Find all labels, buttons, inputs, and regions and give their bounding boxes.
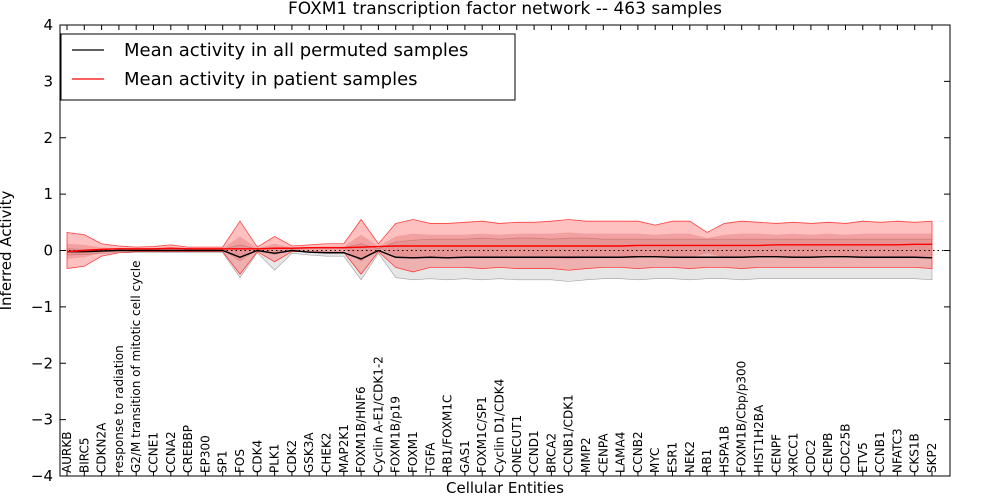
y-tick-label: 4 <box>43 16 53 34</box>
x-category-label: FOXM1B/p19 <box>389 396 403 473</box>
y-axis: −4 −3 −2 −1 0 1 2 3 4 <box>31 16 950 485</box>
x-category-label: BIRC5 <box>77 437 91 473</box>
x-category-label: CCND1 <box>527 430 541 473</box>
x-category-label: MAP2K1 <box>337 424 351 473</box>
x-category-label: SP1 <box>216 451 230 474</box>
x-category-label: GAS1 <box>458 440 472 473</box>
x-category-label: FOS <box>233 449 247 473</box>
y-tick-label: −2 <box>31 354 53 372</box>
x-category-label: ESR1 <box>666 442 680 473</box>
legend: Mean activity in all permuted samples Me… <box>60 33 516 101</box>
x-category-label: Cyclin A-E1/CDK1-2 <box>371 356 385 473</box>
y-tick-label: −1 <box>31 298 53 316</box>
x-category-label: HIST1H2BA <box>752 404 766 473</box>
y-tick-label: 3 <box>43 72 53 90</box>
x-category-label: CENPF <box>769 434 783 473</box>
x-axis-title: Cellular Entities <box>446 479 564 497</box>
x-category-label: CCNA2 <box>164 431 178 473</box>
x-category-label: CHEK2 <box>320 433 334 474</box>
x-category-label: CCNB1 <box>873 431 887 473</box>
legend-label-patient: Mean activity in patient samples <box>124 69 418 90</box>
x-category-label: EP300 <box>198 435 212 473</box>
x-category-label: ETV5 <box>856 442 870 473</box>
x-category-label: PLK1 <box>268 444 282 473</box>
series-lines <box>60 243 950 260</box>
x-category-label: CDC2 <box>804 439 818 473</box>
x-axis: AURKB BIRC5 CDKN2A response to radiation G2/… <box>60 25 939 476</box>
x-category-label: AURKB <box>60 432 74 473</box>
x-category-label: HSPA1B <box>717 426 731 473</box>
x-category-label: G2/M transition of mitotic cell cycle <box>129 260 143 473</box>
x-category-label: TGFA <box>423 442 437 474</box>
x-category-label: CCNB2 <box>631 431 645 473</box>
y-tick-label: 0 <box>43 242 53 260</box>
x-category-label: MYC <box>648 448 662 473</box>
confidence-bands <box>66 218 933 282</box>
y-tick-label: −4 <box>31 467 53 485</box>
x-category-label: ONECUT1 <box>510 415 524 473</box>
x-category-label: BRCA2 <box>544 433 558 473</box>
x-category-label: CKS1B <box>908 433 922 473</box>
x-category-label: CREBBP <box>181 425 195 473</box>
permuted-spread-band <box>66 237 933 282</box>
legend-frame <box>60 33 516 101</box>
y-axis-title: Inferred Activity <box>0 190 15 310</box>
chart-title: FOXM1 transcription factor network -- 46… <box>288 0 722 19</box>
x-category-label: SKP2 <box>925 443 939 473</box>
x-category-label: LAMA4 <box>614 432 628 473</box>
y-tick-label: 1 <box>43 185 53 203</box>
x-category-label: FOXM1B/Cbp/p300 <box>735 361 749 473</box>
x-category-label: MMP2 <box>579 437 593 473</box>
x-category-label: NFATC3 <box>890 428 904 473</box>
y-tick-label: −3 <box>31 411 53 429</box>
patient-inner-band <box>67 232 932 262</box>
x-category-label: RB1/FOXM1C <box>441 395 455 473</box>
x-category-label: CDKN2A <box>95 422 109 473</box>
x-category-label: FOXM1C/SP1 <box>475 396 489 473</box>
legend-label-permuted: Mean activity in all permuted samples <box>124 40 468 61</box>
x-category-label: FOXM1B/HNF6 <box>354 386 368 473</box>
x-category-label: GSK3A <box>302 432 316 473</box>
y-tick-label: 2 <box>43 129 53 147</box>
x-category-label: XRCC1 <box>787 433 801 473</box>
x-category-label: CDK2 <box>285 440 299 473</box>
x-category-label: Cyclin D1/CDK4 <box>493 379 507 473</box>
x-category-label: CDC25B <box>839 424 853 474</box>
x-category-label: CCNB1/CDK1 <box>562 394 576 473</box>
x-category-label: response to radiation <box>112 345 126 473</box>
x-category-label: CENPB <box>821 433 835 473</box>
x-category-label: CENPA <box>596 433 610 473</box>
x-category-label: RB1 <box>700 449 714 473</box>
x-category-label: FOXM1 <box>406 431 420 473</box>
x-category-label: NEK2 <box>683 441 697 473</box>
x-category-label: CDK4 <box>250 440 264 473</box>
x-category-label: CCNE1 <box>147 432 161 473</box>
